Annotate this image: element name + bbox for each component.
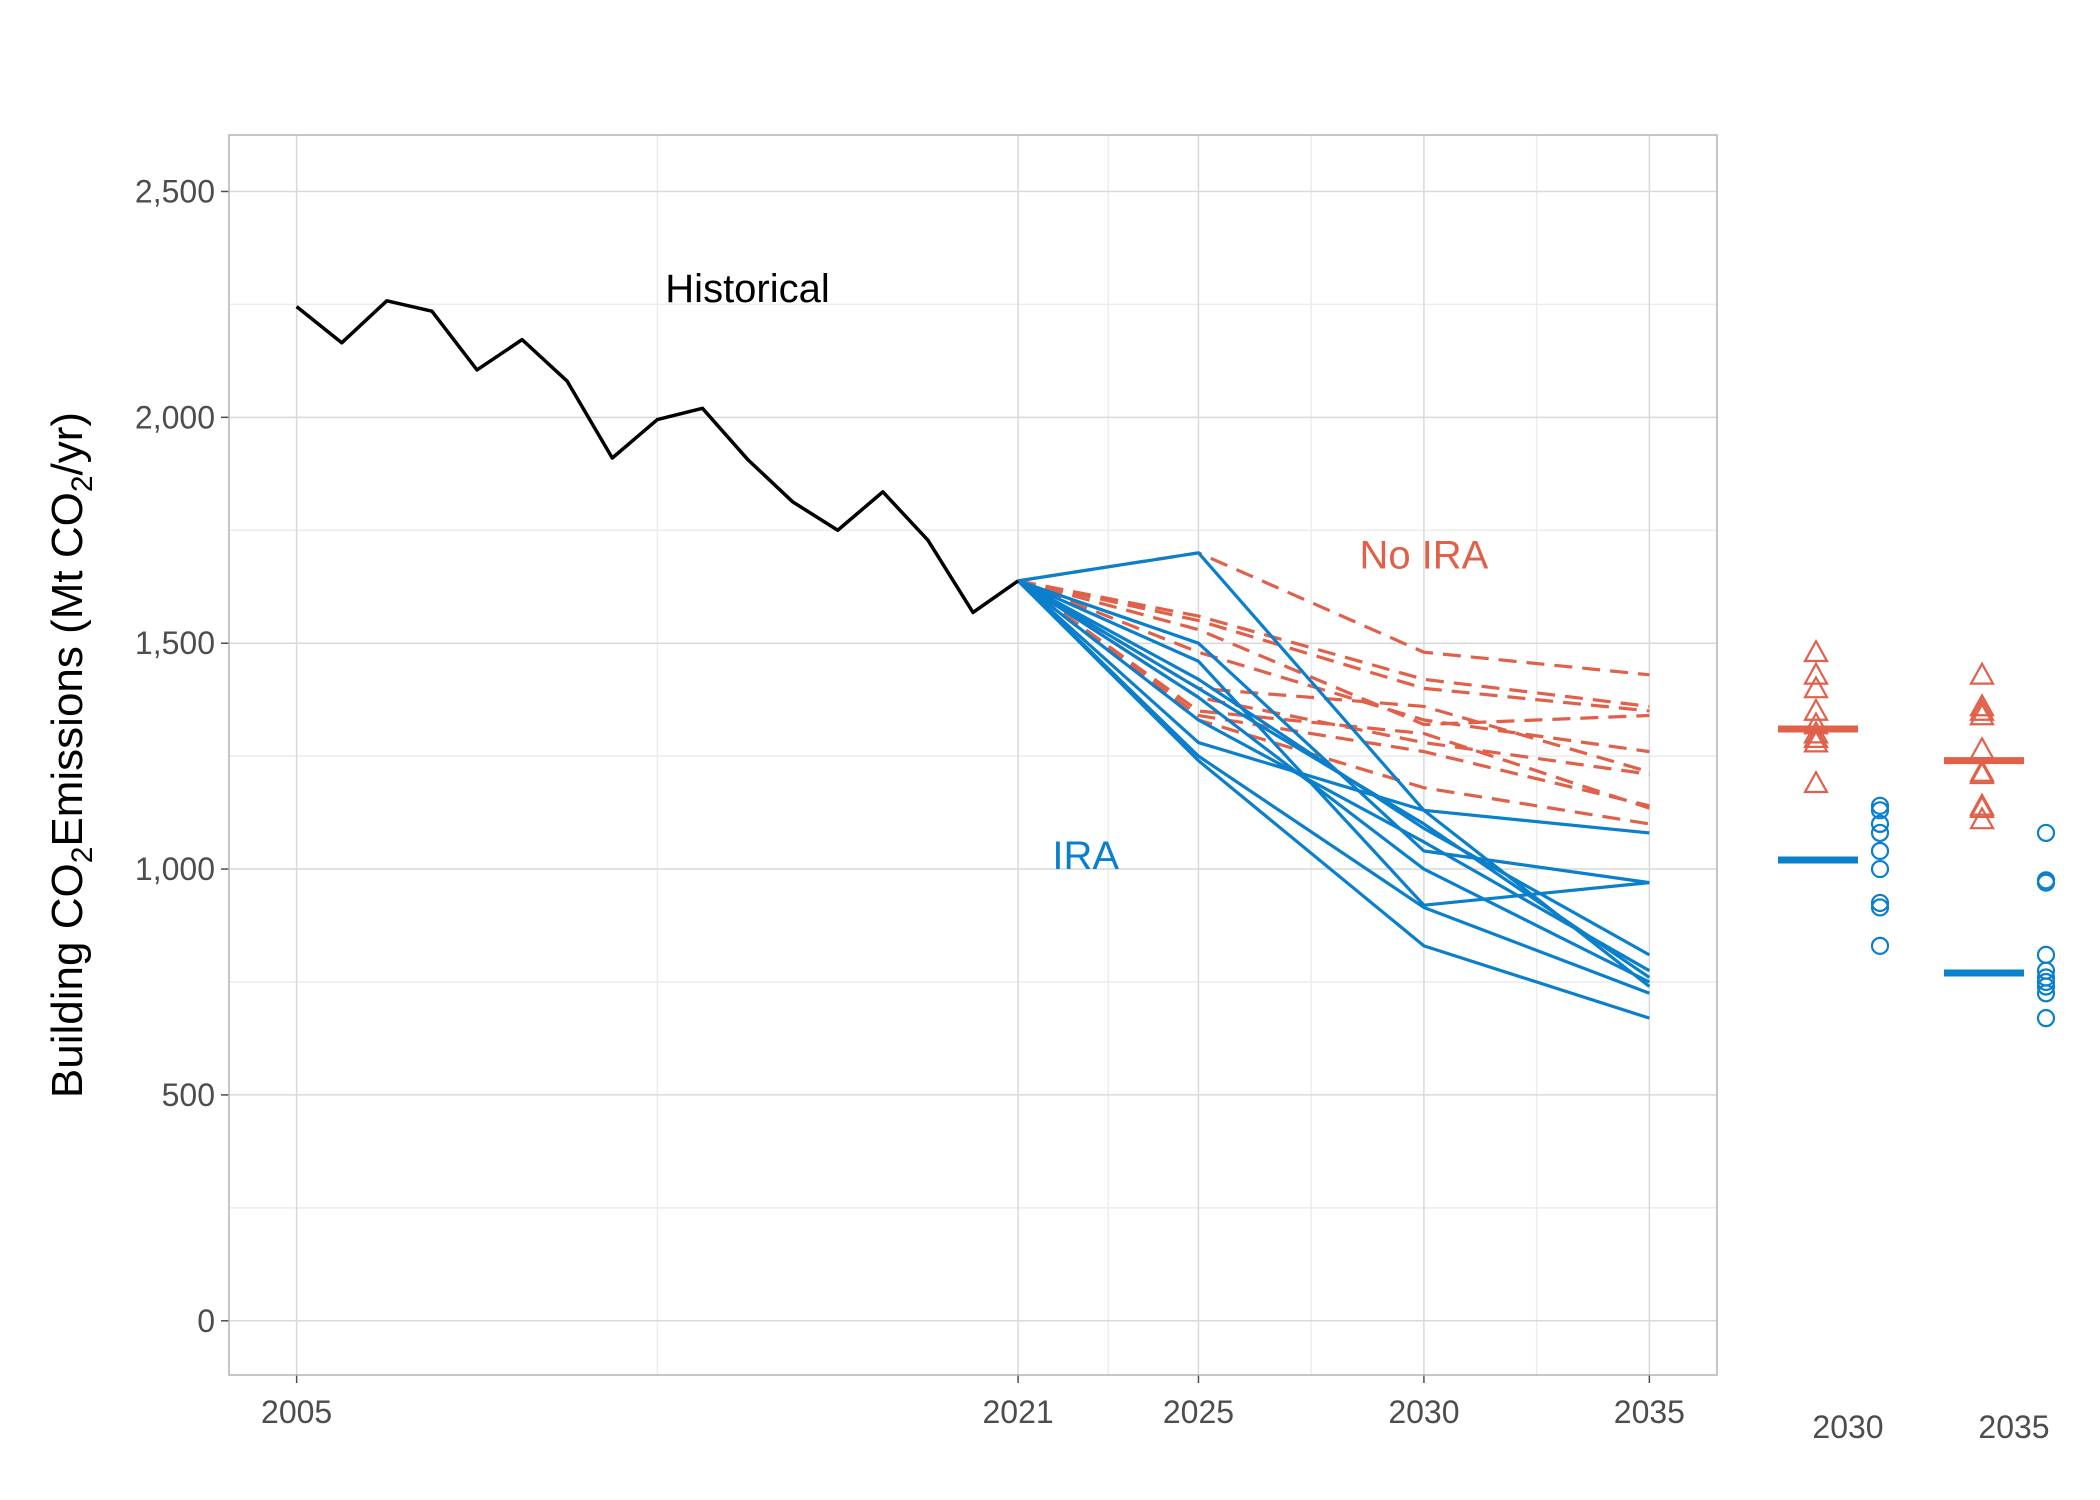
y-tick-label: 0 [197, 1303, 215, 1339]
no-ira-point [1803, 720, 1829, 744]
ira-point [1870, 841, 1890, 861]
no-ira-scenario-line [1017, 579, 1650, 754]
ira-scenario-line [1016, 579, 1650, 1020]
y-axis-label: Building CO2Emissions (Mt CO2/yr) [43, 412, 99, 1098]
ira-point [2036, 823, 2056, 843]
ira-point [1870, 898, 1890, 917]
annotation-label: Historical [665, 267, 829, 311]
ira-point [2036, 972, 2056, 992]
ira-scenario-line [1017, 579, 1651, 979]
no-ira-point [1969, 736, 1995, 760]
historical-line [295, 299, 1020, 615]
x-tick-label: 2025 [1163, 1394, 1234, 1430]
no-ira-scenario-line [1017, 579, 1650, 713]
side-panel-label: 2035 [1978, 1409, 2049, 1445]
annotations: Historical No IRA IRA [665, 267, 1488, 878]
no-ira-scenario-line [1017, 579, 1650, 810]
y-axis-label-prefix: Building CO [43, 863, 92, 1098]
ira-point [1870, 796, 1890, 815]
x-axis-tick-labels: 2005 2021 2025 2030 2035 [261, 1375, 1685, 1430]
ira-point [2036, 873, 2056, 892]
y-axis-label-sub2: 2 [66, 475, 99, 492]
y-tick-label: 500 [162, 1077, 215, 1113]
no-ira-point [1969, 661, 1995, 685]
y-axis-tick-labels: 0 500 1,000 1,500 2,000 2,500 [135, 173, 229, 1339]
y-axis-label-suffix: /yr) [43, 412, 92, 476]
y-tick-label: 1,500 [135, 625, 215, 661]
no-ira-point [1969, 697, 1995, 721]
no-ira-point [1803, 769, 1829, 794]
y-tick-label: 1,000 [135, 851, 215, 887]
side-panels: 2030 2035 [1778, 638, 2056, 1445]
ira-point [1870, 814, 1890, 833]
ira-scenario-line [1017, 579, 1651, 973]
y-axis-label-middle: Emissions (Mt CO [43, 492, 92, 846]
no-ira-point [1803, 724, 1829, 748]
ira-point [1870, 823, 1890, 843]
y-tick-label: 2,000 [135, 399, 215, 435]
x-tick-label: 2035 [1614, 1394, 1685, 1430]
no-ira-point [1803, 729, 1829, 753]
no-ira-point [1803, 638, 1829, 663]
annotation-label: No IRA [1359, 534, 1488, 578]
ira-scenario-line [1017, 551, 1650, 835]
ira-point [2036, 984, 2056, 1003]
ira-point [1870, 859, 1890, 879]
no-ira-point [1803, 661, 1829, 685]
ira-point [2036, 977, 2056, 996]
ira-point [1870, 801, 1890, 820]
no-ira-scenario-line [1017, 579, 1650, 727]
x-tick-label: 2030 [1388, 1394, 1459, 1430]
ira-scenario-line [1017, 579, 1651, 984]
y-axis-label-sub: 2 [66, 847, 99, 864]
plot-border [228, 134, 1718, 1376]
no-ira-point [1803, 697, 1829, 721]
ira-point [1870, 893, 1890, 913]
no-ira-point [1969, 806, 1995, 830]
no-ira-point [1969, 693, 1995, 717]
no-ira-scenario-line [1017, 579, 1650, 709]
x-tick-label: 2005 [261, 1394, 332, 1430]
no-ira-scenario-line [1017, 579, 1650, 774]
x-tick-label: 2021 [982, 1394, 1053, 1430]
ira-scenario-line [1017, 579, 1651, 988]
side-panel-label: 2030 [1812, 1409, 1883, 1445]
no-ira-point [1969, 702, 1995, 726]
y-tick-label: 2,500 [135, 173, 215, 209]
ira-scenario-line [1017, 579, 1651, 957]
ira-scenario-line [1017, 579, 1650, 885]
no-ira-scenario-line [1017, 579, 1650, 808]
annotation-label: IRA [1052, 834, 1119, 878]
no-ira-point [1969, 760, 1995, 785]
ira-point [2036, 1009, 2056, 1028]
ira-point [1870, 936, 1890, 955]
no-ira-point [1803, 675, 1829, 699]
series-lines [295, 299, 1651, 1020]
no-ira-point [1969, 794, 1995, 818]
